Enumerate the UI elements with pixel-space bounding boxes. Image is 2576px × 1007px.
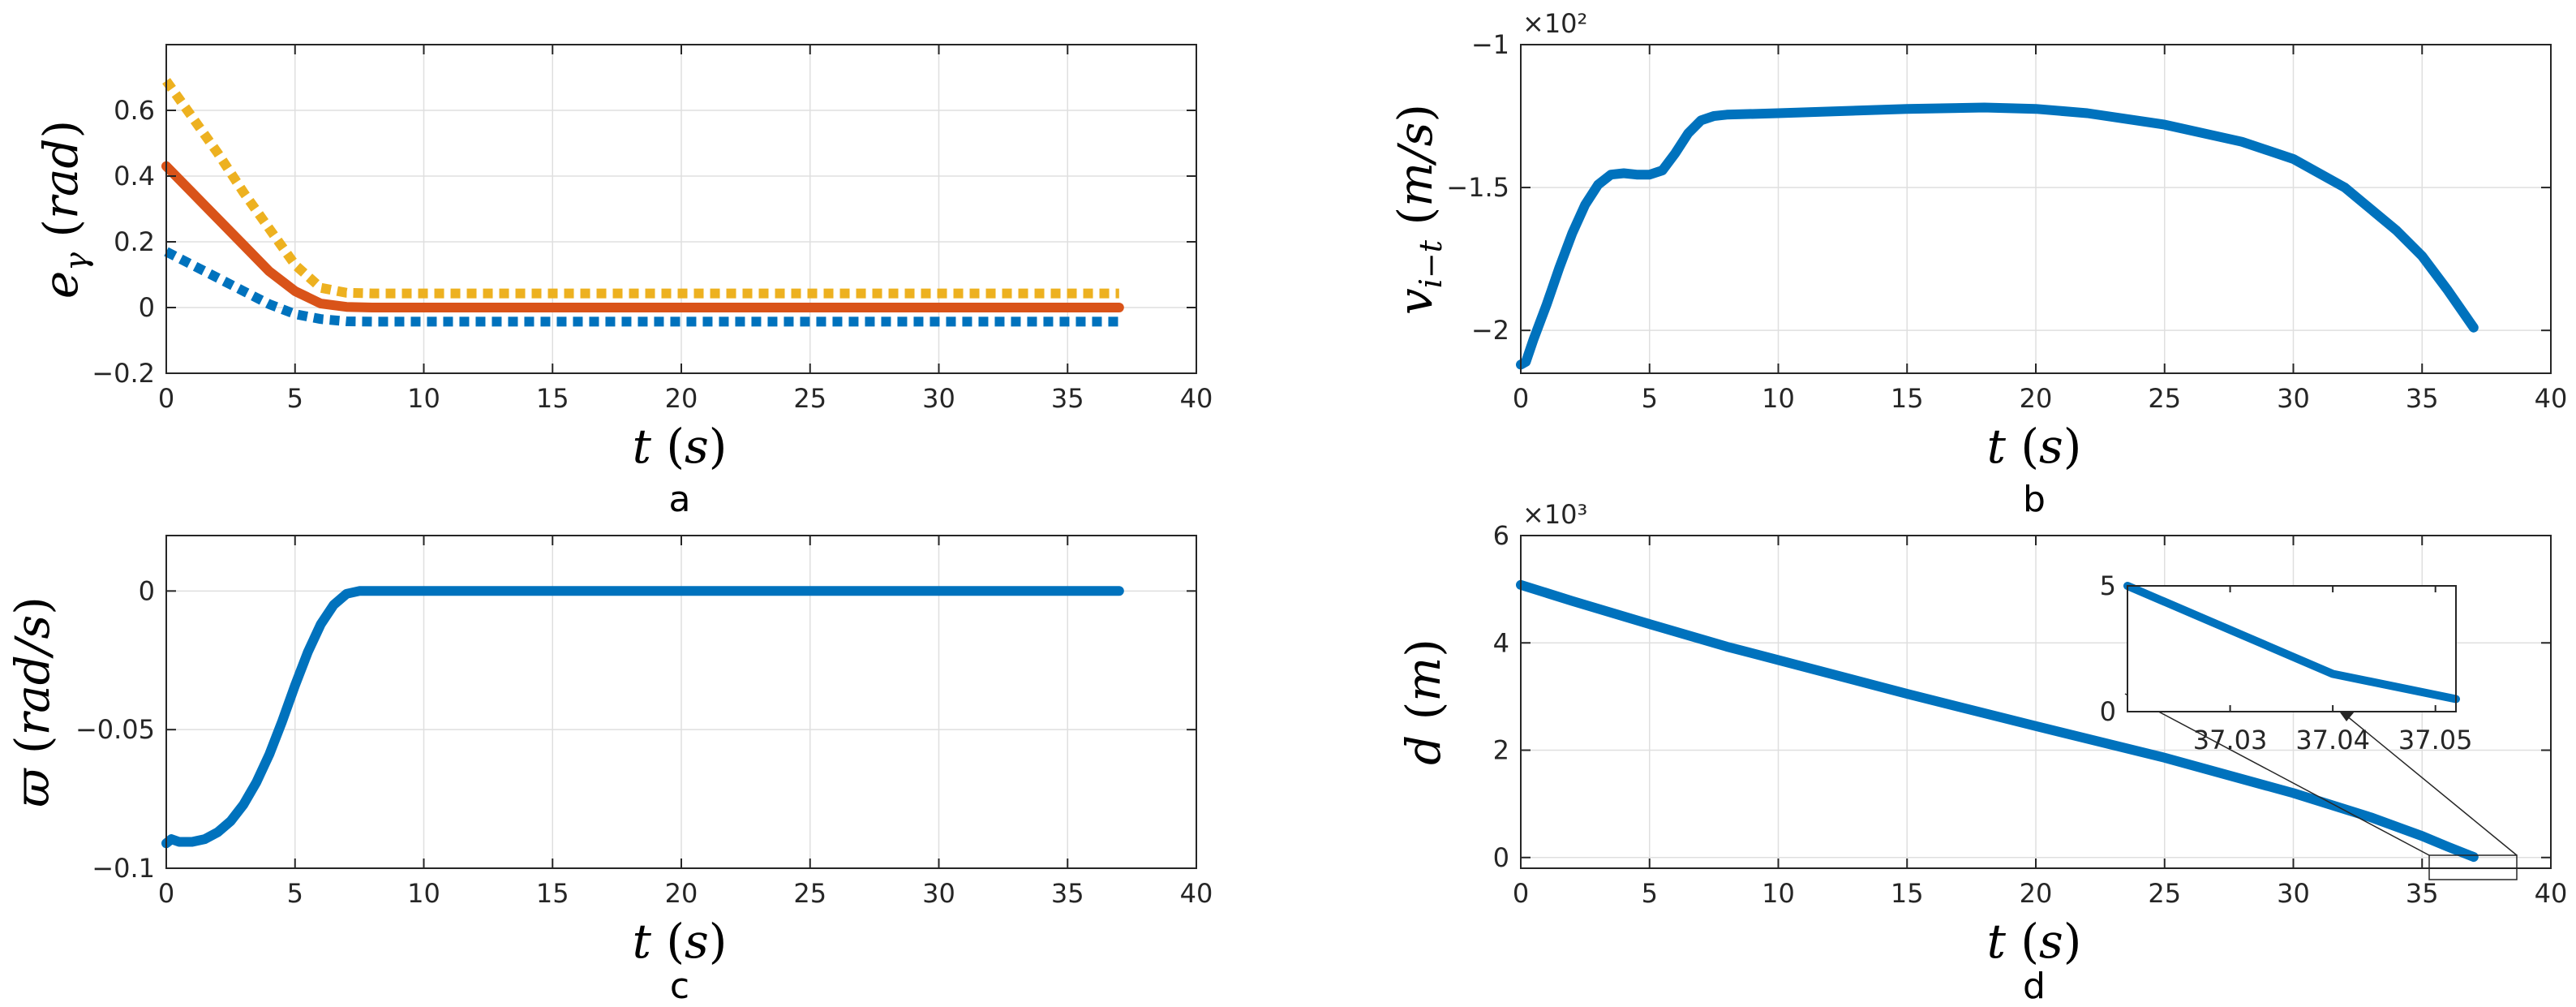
panel-d-caption: d — [2023, 966, 2046, 1007]
panel-c-ytick-label-0: −0.1 — [92, 853, 155, 884]
panel-b-xtick-label-1: 5 — [1642, 383, 1658, 414]
panel-a-xtick-label-4: 20 — [665, 383, 698, 414]
panel-a-ylabel: eγ (rad) — [33, 120, 94, 299]
panel-d-xlabel: t (s) — [1987, 914, 2082, 969]
panel-b-xtick-label-5: 25 — [2148, 383, 2181, 414]
panel-c-series-0 — [161, 586, 1124, 849]
inset-xtick-label-2: 37.05 — [2398, 725, 2473, 755]
panel-d-xtick-label-5: 25 — [2148, 878, 2181, 909]
panel-a-xlabel: t (s) — [633, 419, 728, 474]
zoom-box — [2428, 854, 2518, 880]
panel-b-ytick-label-2: −1 — [1471, 29, 1509, 60]
panel-d-ytick-label-0: 0 — [1493, 842, 1509, 873]
panel-b-ylabel: vi−t (m/s) — [1388, 104, 1449, 315]
panel-d-xtick-label-8: 40 — [2535, 878, 2568, 909]
panel-b-ytick-label-0: −2 — [1471, 315, 1509, 346]
panel-c-xtick-label-1: 5 — [287, 878, 303, 909]
panel-a-xtick-label-5: 25 — [793, 383, 826, 414]
panel-d-xtick-label-0: 0 — [1513, 878, 1529, 909]
zoom-connector-line — [2124, 693, 2430, 856]
panel-b-series-0 — [1516, 102, 2479, 370]
panel-d-series-0 — [1516, 579, 2479, 863]
panel-b-xtick-label-8: 40 — [2535, 383, 2568, 414]
panel-b-xtick-label-2: 10 — [1762, 383, 1795, 414]
panel-a-xtick-label-8: 40 — [1180, 383, 1213, 414]
panel-a-caption: a — [669, 479, 691, 520]
panel-c-ylabel: ϖ (rad/s) — [5, 596, 60, 807]
inset-ytick-label-0: 0 — [2100, 696, 2116, 727]
panel-b-xtick-label-6: 30 — [2277, 383, 2310, 414]
panel-d-ytick-label-1: 2 — [1493, 735, 1509, 766]
panel-d-xtick-label-3: 15 — [1891, 878, 1924, 909]
panel-d-ytick-label-3: 6 — [1493, 520, 1509, 551]
inset-xtick-label-1: 37.04 — [2295, 725, 2370, 755]
panel-b-exponent: ×10² — [1522, 8, 1587, 39]
panel-d-inset: 37.03 37.04 37.05 0 5 — [2100, 570, 2473, 755]
panel-b-xtick-label-7: 35 — [2406, 383, 2439, 414]
panel-a-ytick-label-1: 0 — [139, 292, 155, 323]
panel-d-xtick-label-1: 5 — [1642, 878, 1658, 909]
panel-c-xtick-label-3: 15 — [536, 878, 569, 909]
inset-series-0 — [2123, 582, 2460, 704]
panel-b-xtick-label-4: 20 — [2020, 383, 2053, 414]
panel-c: 0 5 10 15 20 25 30 35 40 −0.1 −0.05 0 t (s) ϖ (rad/… — [5, 535, 1213, 1007]
panel-b-caption: b — [2023, 479, 2046, 520]
panel-d-xtick-label-6: 30 — [2277, 878, 2310, 909]
panel-a-series-0 — [162, 78, 1119, 299]
panel-a-ytick-label-4: 0.6 — [114, 95, 155, 126]
panel-a: 0 5 10 15 20 25 30 35 40−0.200.20.40.6 t (s) eγ … — [33, 44, 1213, 520]
panel-d-ylabel: d (m) — [1396, 639, 1451, 765]
panel-b-xtick-label-0: 0 — [1513, 383, 1529, 414]
panel-d-xtick-label-2: 10 — [1762, 878, 1795, 909]
panel-c-xlabel: t (s) — [633, 914, 728, 969]
panel-b-xtick-label-3: 15 — [1891, 383, 1924, 414]
panel-c-xtick-label-5: 25 — [793, 878, 826, 909]
panel-a-ytick-label-0: −0.2 — [92, 358, 155, 389]
panel-a-xtick-label-1: 5 — [287, 383, 303, 414]
panel-d-exponent: ×10³ — [1522, 499, 1587, 530]
panel-c-xtick-label-0: 0 — [158, 878, 174, 909]
panel-a-xtick-label-7: 35 — [1051, 383, 1084, 414]
panel-b: 0 5 10 15 20 25 30 35 40 −2 −1.5 −1 ×10² t (s) vi−t… — [1388, 8, 2567, 520]
panel-c-xtick-label-2: 10 — [407, 878, 440, 909]
inset-xtick-label-0: 37.03 — [2193, 725, 2268, 755]
inset-axes-box — [2127, 585, 2457, 712]
panel-c-xtick-label-6: 30 — [922, 878, 955, 909]
panel-d-xtick-label-4: 20 — [2020, 878, 2053, 909]
panel-c-xtick-label-8: 40 — [1180, 878, 1213, 909]
panel-c-ytick-label-1: −0.05 — [75, 714, 155, 745]
panel-a-xtick-label-0: 0 — [158, 383, 174, 414]
panel-c-caption: c — [670, 966, 689, 1007]
panel-a-ytick-label-2: 0.2 — [114, 226, 155, 257]
panel-a-xtick-label-3: 15 — [536, 383, 569, 414]
panel-b-ytick-label-1: −1.5 — [1446, 172, 1509, 203]
inset-ytick-label-1: 5 — [2100, 570, 2116, 601]
panel-c-xtick-label-7: 35 — [1051, 878, 1084, 909]
zoom-arrow-line — [2346, 715, 2518, 856]
panel-a-xtick-label-6: 30 — [922, 383, 955, 414]
panel-a-xtick-label-2: 10 — [407, 383, 440, 414]
panel-a-ytick-label-3: 0.4 — [114, 161, 155, 192]
panel-d-xtick-label-7: 35 — [2406, 878, 2439, 909]
panel-a-series-1 — [161, 161, 1124, 312]
panel-d-ytick-label-2: 4 — [1493, 627, 1509, 658]
panel-b-xlabel: t (s) — [1987, 419, 2082, 474]
panel-c-ytick-label-2: 0 — [139, 575, 155, 606]
panel-c-xtick-label-4: 20 — [665, 878, 698, 909]
